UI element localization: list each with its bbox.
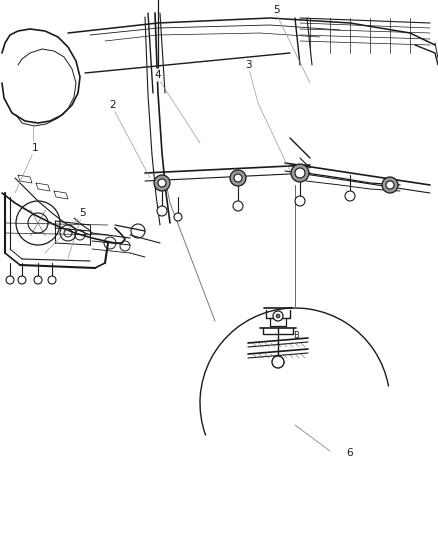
Circle shape — [276, 314, 280, 318]
Circle shape — [295, 196, 305, 206]
Circle shape — [382, 177, 398, 193]
Circle shape — [234, 174, 242, 182]
Circle shape — [272, 356, 284, 368]
Circle shape — [230, 170, 246, 186]
Circle shape — [291, 164, 309, 182]
Circle shape — [273, 311, 283, 321]
Circle shape — [154, 175, 170, 191]
Text: 1: 1 — [32, 143, 38, 153]
Text: 4: 4 — [155, 70, 161, 80]
Circle shape — [233, 201, 243, 211]
Circle shape — [18, 276, 26, 284]
Text: B: B — [293, 332, 299, 341]
Circle shape — [295, 168, 305, 178]
Text: 6: 6 — [347, 448, 353, 458]
Circle shape — [386, 181, 394, 189]
Text: 5: 5 — [273, 5, 279, 15]
Circle shape — [158, 179, 166, 187]
Circle shape — [174, 213, 182, 221]
Text: 2: 2 — [110, 100, 117, 110]
Text: 3: 3 — [245, 60, 251, 70]
Circle shape — [345, 191, 355, 201]
Circle shape — [157, 206, 167, 216]
Circle shape — [34, 276, 42, 284]
Circle shape — [48, 276, 56, 284]
Text: 5: 5 — [79, 208, 85, 218]
Circle shape — [6, 276, 14, 284]
